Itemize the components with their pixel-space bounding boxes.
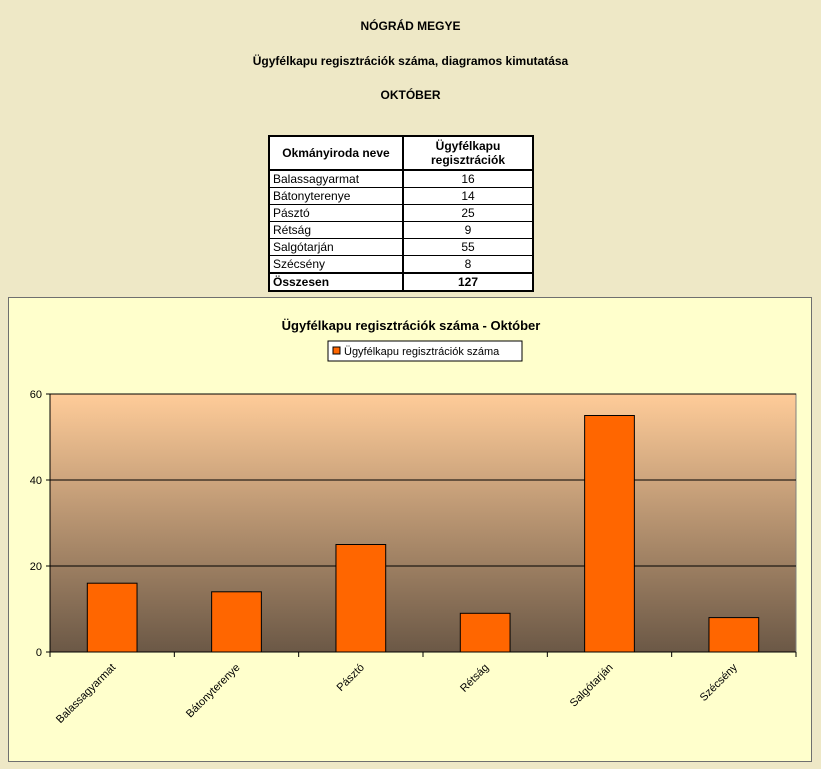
bar	[335, 544, 387, 653]
count-cell: 14	[402, 187, 534, 205]
x-tick-label: Pásztó	[335, 662, 367, 694]
x-tick-label: Balassagyarmat	[54, 662, 118, 726]
total-value-cell: 127	[402, 272, 534, 292]
x-tick-label: Rétság	[458, 662, 491, 695]
office-name-cell: Bátonyterenye	[268, 187, 404, 205]
count-header-line1: Ügyfélkapu	[435, 139, 501, 153]
office-name-cell: Rétság	[268, 221, 404, 239]
y-tick-label: 20	[30, 561, 42, 573]
chart-panel[interactable]: Ügyfélkapu regisztrációk száma - Október…	[8, 297, 812, 762]
chart-legend: Ügyfélkapu regisztrációk száma	[327, 340, 523, 362]
bar	[211, 591, 262, 653]
table-row: Salgótarján 55	[268, 238, 534, 256]
count-cell: 25	[402, 204, 534, 222]
plot-area	[49, 393, 797, 653]
table-row: Balassagyarmat 16	[268, 169, 534, 188]
y-tick-label: 60	[30, 389, 42, 401]
office-column-header: Okmányiroda neve	[268, 135, 404, 171]
count-column-header: Ügyfélkapu regisztrációk	[402, 135, 534, 171]
count-cell: 9	[402, 221, 534, 239]
office-name-cell: Pásztó	[268, 204, 404, 222]
legend-swatch	[332, 346, 341, 355]
y-tick-label: 0	[36, 647, 42, 659]
table-row: Pásztó 25	[268, 204, 534, 222]
count-cell: 55	[402, 238, 534, 256]
y-tick-label: 40	[30, 475, 42, 487]
office-name-cell: Balassagyarmat	[268, 169, 404, 188]
office-name-cell: Szécsény	[268, 255, 404, 274]
registrations-table: Okmányiroda neve Ügyfélkapu regisztráció…	[268, 135, 534, 292]
legend-label: Ügyfélkapu regisztrációk száma	[344, 346, 500, 358]
x-tick-label: Bátonyterenye	[184, 662, 243, 721]
table-row: Bátonyterenye 14	[268, 187, 534, 205]
bar	[584, 415, 635, 653]
table-row: Szécsény 8	[268, 255, 534, 274]
total-label-cell: Összesen	[268, 272, 404, 292]
office-name-cell: Salgótarján	[268, 238, 404, 256]
bar	[708, 617, 760, 653]
table-row: Rétság 9	[268, 221, 534, 239]
count-cell: 16	[402, 169, 534, 188]
chart-title: Ügyfélkapu regisztrációk száma - Október	[282, 318, 541, 333]
count-cell: 8	[402, 255, 534, 274]
legend-box	[327, 340, 523, 362]
x-tick-label: Salgótarján	[568, 662, 616, 710]
bar-chart: Ügyfélkapu regisztrációk száma - Október…	[30, 318, 797, 726]
bar	[86, 582, 138, 653]
x-tick-label: Szécsény	[698, 661, 741, 704]
table-header-row: Okmányiroda neve Ügyfélkapu regisztráció…	[268, 135, 534, 171]
table-total-row: Összesen 127	[268, 272, 534, 292]
count-header-line2: regisztrációk	[430, 153, 506, 167]
county-heading: NÓGRÁD MEGYE	[360, 19, 461, 33]
report-subtitle: Ügyfélkapu regisztrációk száma, diagramo…	[252, 54, 569, 68]
bar	[459, 612, 511, 653]
month-heading: OKTÓBER	[380, 88, 441, 102]
